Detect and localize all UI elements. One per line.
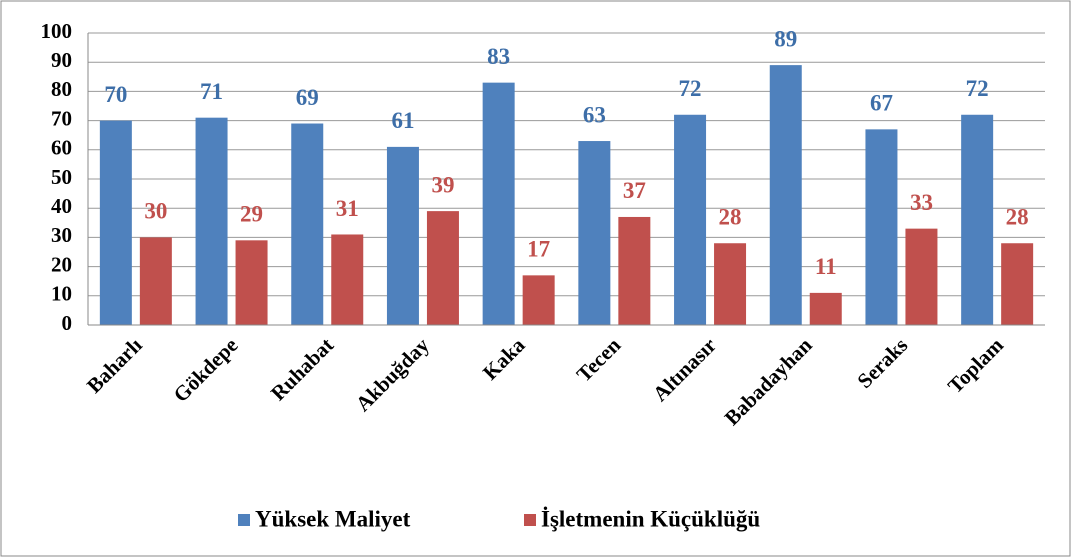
value-label: 72 <box>679 76 702 101</box>
bar <box>714 243 747 325</box>
value-label: 29 <box>240 202 263 227</box>
value-label: 70 <box>104 82 127 107</box>
value-label: 61 <box>391 108 414 133</box>
value-label: 89 <box>774 26 797 51</box>
bar <box>195 117 228 326</box>
legend-swatch <box>524 514 536 526</box>
legend-swatch <box>238 514 250 526</box>
value-label: 63 <box>583 102 606 127</box>
value-label: 33 <box>910 190 933 215</box>
bar <box>482 82 515 325</box>
bar <box>769 65 802 326</box>
bar <box>905 228 938 325</box>
value-label: 31 <box>336 196 359 221</box>
value-label: 71 <box>200 79 223 104</box>
y-tick-label: 50 <box>51 165 72 189</box>
y-tick-label: 0 <box>62 311 73 335</box>
y-tick-label: 20 <box>51 252 72 276</box>
bar <box>809 292 842 325</box>
bar <box>1001 243 1034 325</box>
bar <box>99 120 132 325</box>
value-label: 83 <box>487 44 510 69</box>
y-tick-label: 90 <box>51 48 72 72</box>
bar <box>674 114 707 325</box>
bar <box>386 146 419 325</box>
y-tick-label: 80 <box>51 77 72 101</box>
bar <box>522 275 555 325</box>
bar <box>578 141 611 325</box>
y-tick-label: 30 <box>51 223 72 247</box>
bar <box>618 216 651 325</box>
y-tick-label: 60 <box>51 136 72 160</box>
value-label: 72 <box>966 76 989 101</box>
y-tick-label: 100 <box>41 19 73 43</box>
y-tick-label: 70 <box>51 106 72 130</box>
legend-label: Yüksek Maliyet <box>255 506 411 531</box>
value-label: 39 <box>431 172 454 197</box>
value-label: 28 <box>719 205 742 230</box>
legend-label: İşletmenin Küçüklüğü <box>541 506 760 531</box>
bar <box>235 240 268 325</box>
bar <box>961 114 994 325</box>
value-label: 17 <box>527 237 550 262</box>
y-tick-label: 40 <box>51 194 72 218</box>
bar <box>865 129 898 325</box>
value-label: 67 <box>870 91 893 116</box>
value-label: 11 <box>815 254 837 279</box>
bar <box>291 123 324 326</box>
bar <box>331 234 364 325</box>
value-label: 69 <box>296 85 319 110</box>
bar <box>139 237 172 325</box>
value-label: 28 <box>1006 205 1029 230</box>
y-tick-label: 10 <box>51 282 72 306</box>
value-label: 30 <box>144 199 167 224</box>
value-label: 37 <box>623 178 646 203</box>
bar <box>426 211 459 325</box>
